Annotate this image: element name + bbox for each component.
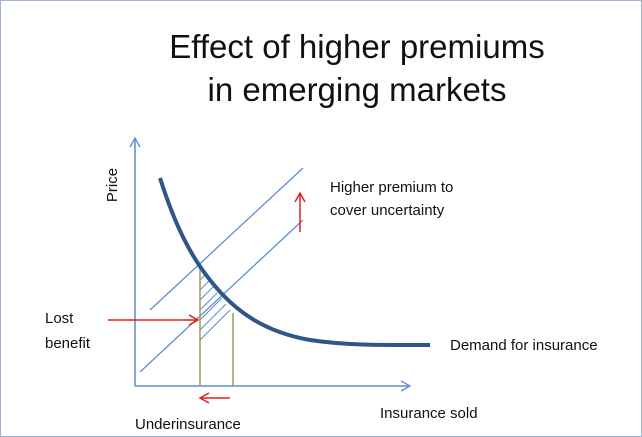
annotation: benefit	[45, 335, 91, 352]
supply-high	[149, 167, 304, 311]
annotation: Higher premium to	[330, 179, 453, 196]
annotation: cover uncertainty	[330, 202, 445, 219]
title-line: Effect of higher premiums	[169, 28, 544, 65]
demand-curve	[158, 177, 431, 348]
y-axis-label: Price	[104, 168, 121, 202]
annotation: Lost	[45, 310, 74, 327]
title-line: in emerging markets	[208, 71, 507, 108]
annotation: Demand for insurance	[450, 337, 598, 354]
annotation: Underinsurance	[135, 416, 241, 433]
x-axis-label: Insurance sold	[380, 405, 478, 422]
